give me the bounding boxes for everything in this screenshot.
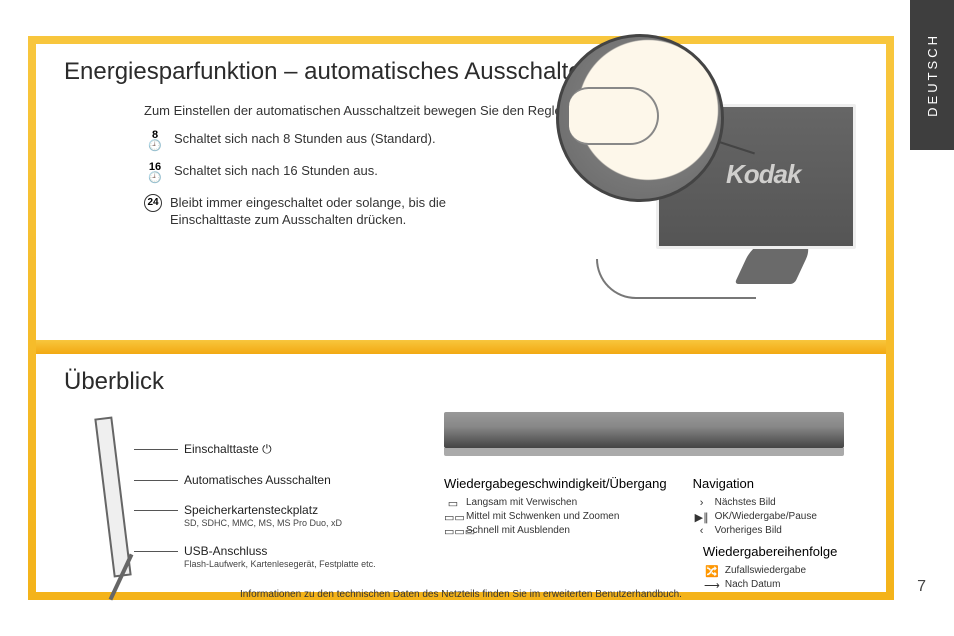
column-speed: Wiedergabegeschwindigkeit/Übergang ▭ Lang… — [444, 476, 667, 593]
section-divider — [36, 340, 886, 354]
page-number: 7 — [917, 578, 926, 596]
clock-icon: 🕘 — [144, 173, 166, 184]
finger-shape — [569, 87, 659, 145]
power-icon: ⏻ — [262, 442, 272, 456]
item-text: Nächstes Bild — [715, 497, 776, 508]
speed-item: ▭ Langsam mit Verwischen — [444, 497, 667, 508]
speed-item: ▭▭▭ Schnell mit Ausblenden — [444, 525, 667, 536]
item-text: Langsam mit Verwischen — [466, 497, 577, 508]
item-text: Zufallswiedergabe — [725, 565, 806, 576]
side-frame-shape — [94, 416, 131, 577]
label-text: Speicherkartensteckplatz — [184, 503, 318, 517]
speed-icon: ▭▭▭ — [444, 525, 462, 538]
speed-icon: ▭▭ — [444, 511, 462, 524]
order-item: 🔀 Zufallswiedergabe — [703, 565, 837, 576]
section-energy-saving: Energiesparfunktion – automatisches Auss… — [36, 44, 886, 326]
product-illustration: Kodak — [536, 34, 876, 314]
page-frame: Energiesparfunktion – automatisches Auss… — [28, 36, 894, 600]
section2-title: Überblick — [64, 368, 858, 396]
label-subtext: Flash-Laufwerk, Kartenlesegerät, Festpla… — [184, 559, 414, 569]
cable-shape — [596, 259, 756, 299]
label-text: Automatisches Ausschalten — [184, 473, 331, 487]
footer-note: Informationen zu den technischen Daten d… — [36, 589, 886, 600]
option-num: 24 — [147, 197, 158, 208]
language-tab: DEUTSCH — [910, 0, 954, 150]
option-icon-8: 8 🕘 — [144, 130, 166, 152]
item-text: OK/Wiedergabe/Pause — [715, 511, 817, 522]
column-order: Wiedergabereihenfolge 🔀 Zufallswiedergabe… — [703, 544, 837, 593]
prev-icon: ‹ — [693, 525, 711, 537]
label-usb: USB-Anschluss Flash-Laufwerk, Kartenlese… — [184, 544, 414, 569]
zoom-detail-circle — [556, 34, 724, 202]
label-subtext: SD, SDHC, MMC, MS, MS Pro Duo, xD — [184, 518, 414, 528]
section-overview: Überblick Einschalttaste ⏻ Automatisches… — [36, 354, 886, 622]
nav-heading: Navigation — [693, 476, 817, 491]
speed-heading: Wiedergabegeschwindigkeit/Übergang — [444, 476, 667, 491]
option-num: 8 — [144, 130, 166, 141]
label-power-button: Einschalttaste ⏻ — [184, 442, 414, 457]
item-text: Vorheriges Bild — [715, 525, 782, 536]
label-card-slot: Speicherkartensteckplatz SD, SDHC, MMC, … — [184, 503, 414, 528]
option-text: Schaltet sich nach 16 Stunden aus. — [174, 162, 464, 184]
option-icon-16: 16 🕘 — [144, 162, 166, 184]
control-columns: Wiedergabegeschwindigkeit/Übergang ▭ Lang… — [444, 476, 858, 593]
speed-icon: ▭ — [444, 497, 462, 510]
nav-item: › Nächstes Bild — [693, 497, 817, 508]
item-text: Schnell mit Ausblenden — [466, 525, 570, 536]
nav-item: ‹ Vorheriges Bild — [693, 525, 817, 536]
shuffle-icon: 🔀 — [703, 565, 721, 578]
label-auto-off: Automatisches Ausschalten — [184, 473, 414, 487]
option-text: Schaltet sich nach 8 Stunden aus (Standa… — [174, 130, 464, 152]
option-icon-24: 24 — [144, 194, 162, 212]
item-text: Mittel mit Schwenken und Zoomen — [466, 511, 619, 522]
play-pause-icon: ▶∥ — [693, 511, 711, 524]
brand-logo: Kodak — [726, 159, 800, 190]
label-text: Einschalttaste — [184, 442, 259, 456]
nav-item: ▶∥ OK/Wiedergabe/Pause — [693, 511, 817, 522]
next-icon: › — [693, 497, 711, 509]
language-label: DEUTSCH — [925, 33, 940, 117]
top-edge-bar — [444, 412, 844, 448]
option-num: 16 — [144, 162, 166, 173]
label-text: USB-Anschluss — [184, 544, 267, 558]
side-labels-group: Einschalttaste ⏻ Automatisches Ausschalt… — [184, 442, 414, 585]
option-text: Bleibt immer eingeschaltet oder solange,… — [170, 194, 460, 229]
order-heading: Wiedergabereihenfolge — [703, 544, 837, 559]
speed-item: ▭▭ Mittel mit Schwenken und Zoomen — [444, 511, 667, 522]
clock-icon: 🕘 — [144, 141, 166, 152]
